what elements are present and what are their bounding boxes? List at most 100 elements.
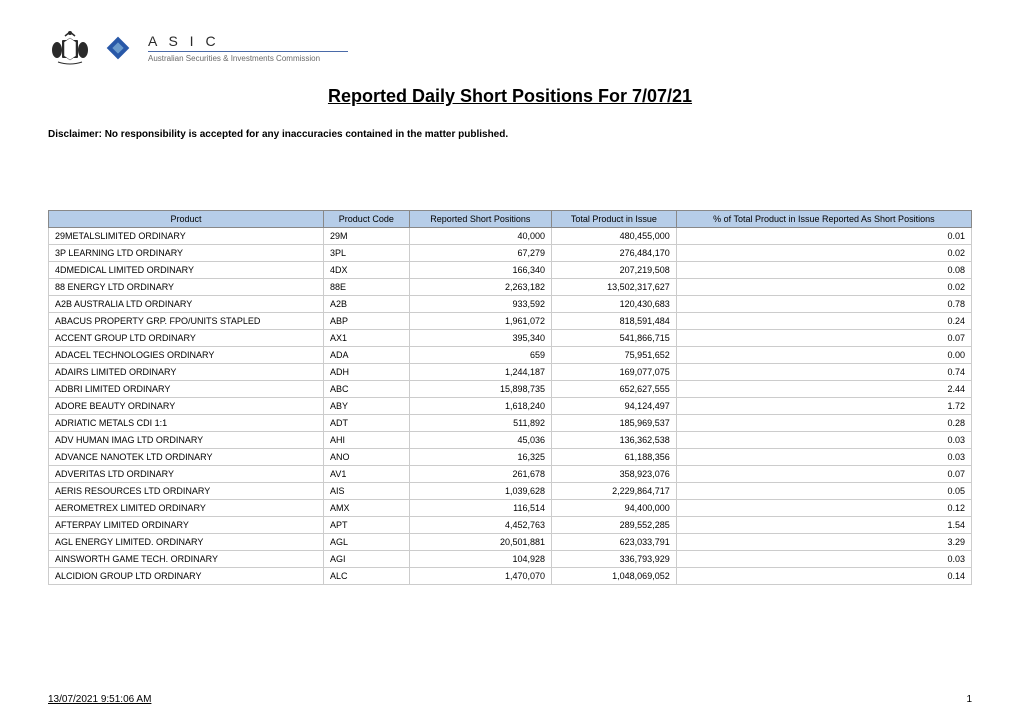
- table-cell: 0.03: [676, 449, 971, 466]
- col-header-pct: % of Total Product in Issue Reported As …: [676, 211, 971, 228]
- asic-logo-icon: [100, 30, 136, 66]
- table-cell: ALC: [323, 568, 409, 585]
- table-row: ABACUS PROPERTY GRP. FPO/UNITS STAPLEDAB…: [49, 313, 972, 330]
- table-cell: 15,898,735: [409, 381, 551, 398]
- table-cell: ADORE BEAUTY ORDINARY: [49, 398, 324, 415]
- org-full-name: Australian Securities & Investments Comm…: [148, 54, 348, 63]
- table-cell: ANO: [323, 449, 409, 466]
- table-row: ACCENT GROUP LTD ORDINARYAX1395,340541,8…: [49, 330, 972, 347]
- table-cell: 1,961,072: [409, 313, 551, 330]
- table-cell: ADT: [323, 415, 409, 432]
- table-row: 88 ENERGY LTD ORDINARY88E2,263,18213,502…: [49, 279, 972, 296]
- table-cell: A2B: [323, 296, 409, 313]
- table-cell: ABP: [323, 313, 409, 330]
- table-row: ADVANCE NANOTEK LTD ORDINARYANO16,32561,…: [49, 449, 972, 466]
- table-cell: 0.02: [676, 245, 971, 262]
- table-cell: 1,244,187: [409, 364, 551, 381]
- table-cell: 4DX: [323, 262, 409, 279]
- table-cell: 67,279: [409, 245, 551, 262]
- table-cell: 0.08: [676, 262, 971, 279]
- org-name-block: A S I C Australian Securities & Investme…: [148, 33, 348, 63]
- table-cell: 623,033,791: [552, 534, 677, 551]
- table-row: AEROMETREX LIMITED ORDINARYAMX116,51494,…: [49, 500, 972, 517]
- col-header-short: Reported Short Positions: [409, 211, 551, 228]
- table-cell: 0.74: [676, 364, 971, 381]
- table-row: AGL ENERGY LIMITED. ORDINARYAGL20,501,88…: [49, 534, 972, 551]
- table-cell: AINSWORTH GAME TECH. ORDINARY: [49, 551, 324, 568]
- table-cell: 61,188,356: [552, 449, 677, 466]
- table-cell: 3PL: [323, 245, 409, 262]
- table-row: ADVERITAS LTD ORDINARYAV1261,678358,923,…: [49, 466, 972, 483]
- page-title: Reported Daily Short Positions For 7/07/…: [48, 86, 972, 107]
- table-cell: AEROMETREX LIMITED ORDINARY: [49, 500, 324, 517]
- table-cell: 120,430,683: [552, 296, 677, 313]
- table-cell: 289,552,285: [552, 517, 677, 534]
- table-cell: 1,039,628: [409, 483, 551, 500]
- table-row: ADAIRS LIMITED ORDINARYADH1,244,187169,0…: [49, 364, 972, 381]
- table-cell: 0.05: [676, 483, 971, 500]
- table-cell: 0.00: [676, 347, 971, 364]
- table-row: ADACEL TECHNOLOGIES ORDINARYADA65975,951…: [49, 347, 972, 364]
- table-cell: 541,866,715: [552, 330, 677, 347]
- table-cell: 1,618,240: [409, 398, 551, 415]
- table-cell: AGL ENERGY LIMITED. ORDINARY: [49, 534, 324, 551]
- table-row: 3P LEARNING LTD ORDINARY3PL67,279276,484…: [49, 245, 972, 262]
- table-cell: AX1: [323, 330, 409, 347]
- table-cell: 0.14: [676, 568, 971, 585]
- table-cell: AGL: [323, 534, 409, 551]
- table-row: ALCIDION GROUP LTD ORDINARYALC1,470,0701…: [49, 568, 972, 585]
- table-cell: 0.24: [676, 313, 971, 330]
- table-cell: ADV HUMAN IMAG LTD ORDINARY: [49, 432, 324, 449]
- report-header: A S I C Australian Securities & Investme…: [48, 28, 972, 68]
- table-row: ADBRI LIMITED ORDINARYABC15,898,735652,6…: [49, 381, 972, 398]
- table-cell: 336,793,929: [552, 551, 677, 568]
- table-cell: 136,362,538: [552, 432, 677, 449]
- table-cell: 94,124,497: [552, 398, 677, 415]
- table-cell: 116,514: [409, 500, 551, 517]
- table-cell: ADVANCE NANOTEK LTD ORDINARY: [49, 449, 324, 466]
- table-row: ADRIATIC METALS CDI 1:1ADT511,892185,969…: [49, 415, 972, 432]
- table-row: A2B AUSTRALIA LTD ORDINARYA2B933,592120,…: [49, 296, 972, 313]
- table-cell: 0.03: [676, 551, 971, 568]
- table-cell: ACCENT GROUP LTD ORDINARY: [49, 330, 324, 347]
- page-footer: 13/07/2021 9:51:06 AM 1: [48, 694, 972, 705]
- table-row: AERIS RESOURCES LTD ORDINARYAIS1,039,628…: [49, 483, 972, 500]
- table-cell: 2,263,182: [409, 279, 551, 296]
- table-cell: ADAIRS LIMITED ORDINARY: [49, 364, 324, 381]
- table-cell: 4DMEDICAL LIMITED ORDINARY: [49, 262, 324, 279]
- table-cell: AGI: [323, 551, 409, 568]
- table-header-row: Product Product Code Reported Short Posi…: [49, 211, 972, 228]
- short-positions-table: Product Product Code Reported Short Posi…: [48, 210, 972, 585]
- table-cell: 94,400,000: [552, 500, 677, 517]
- table-row: 29METALSLIMITED ORDINARY29M40,000480,455…: [49, 228, 972, 245]
- table-cell: ADRIATIC METALS CDI 1:1: [49, 415, 324, 432]
- footer-page-number: 1: [966, 694, 972, 705]
- table-cell: 45,036: [409, 432, 551, 449]
- table-cell: 0.01: [676, 228, 971, 245]
- table-cell: 0.07: [676, 466, 971, 483]
- table-cell: 652,627,555: [552, 381, 677, 398]
- table-cell: 0.03: [676, 432, 971, 449]
- table-cell: 185,969,537: [552, 415, 677, 432]
- col-header-total: Total Product in Issue: [552, 211, 677, 228]
- table-cell: 88E: [323, 279, 409, 296]
- table-cell: 40,000: [409, 228, 551, 245]
- table-cell: 480,455,000: [552, 228, 677, 245]
- table-cell: 1.54: [676, 517, 971, 534]
- table-row: AFTERPAY LIMITED ORDINARYAPT4,452,763289…: [49, 517, 972, 534]
- table-cell: 0.12: [676, 500, 971, 517]
- table-cell: 3.29: [676, 534, 971, 551]
- table-cell: 358,923,076: [552, 466, 677, 483]
- table-cell: AV1: [323, 466, 409, 483]
- table-row: AINSWORTH GAME TECH. ORDINARYAGI104,9283…: [49, 551, 972, 568]
- table-cell: 511,892: [409, 415, 551, 432]
- table-cell: 166,340: [409, 262, 551, 279]
- table-cell: ABC: [323, 381, 409, 398]
- table-cell: A2B AUSTRALIA LTD ORDINARY: [49, 296, 324, 313]
- table-cell: 3P LEARNING LTD ORDINARY: [49, 245, 324, 262]
- table-cell: ADVERITAS LTD ORDINARY: [49, 466, 324, 483]
- table-cell: 13,502,317,627: [552, 279, 677, 296]
- table-cell: 75,951,652: [552, 347, 677, 364]
- table-cell: 4,452,763: [409, 517, 551, 534]
- table-cell: 16,325: [409, 449, 551, 466]
